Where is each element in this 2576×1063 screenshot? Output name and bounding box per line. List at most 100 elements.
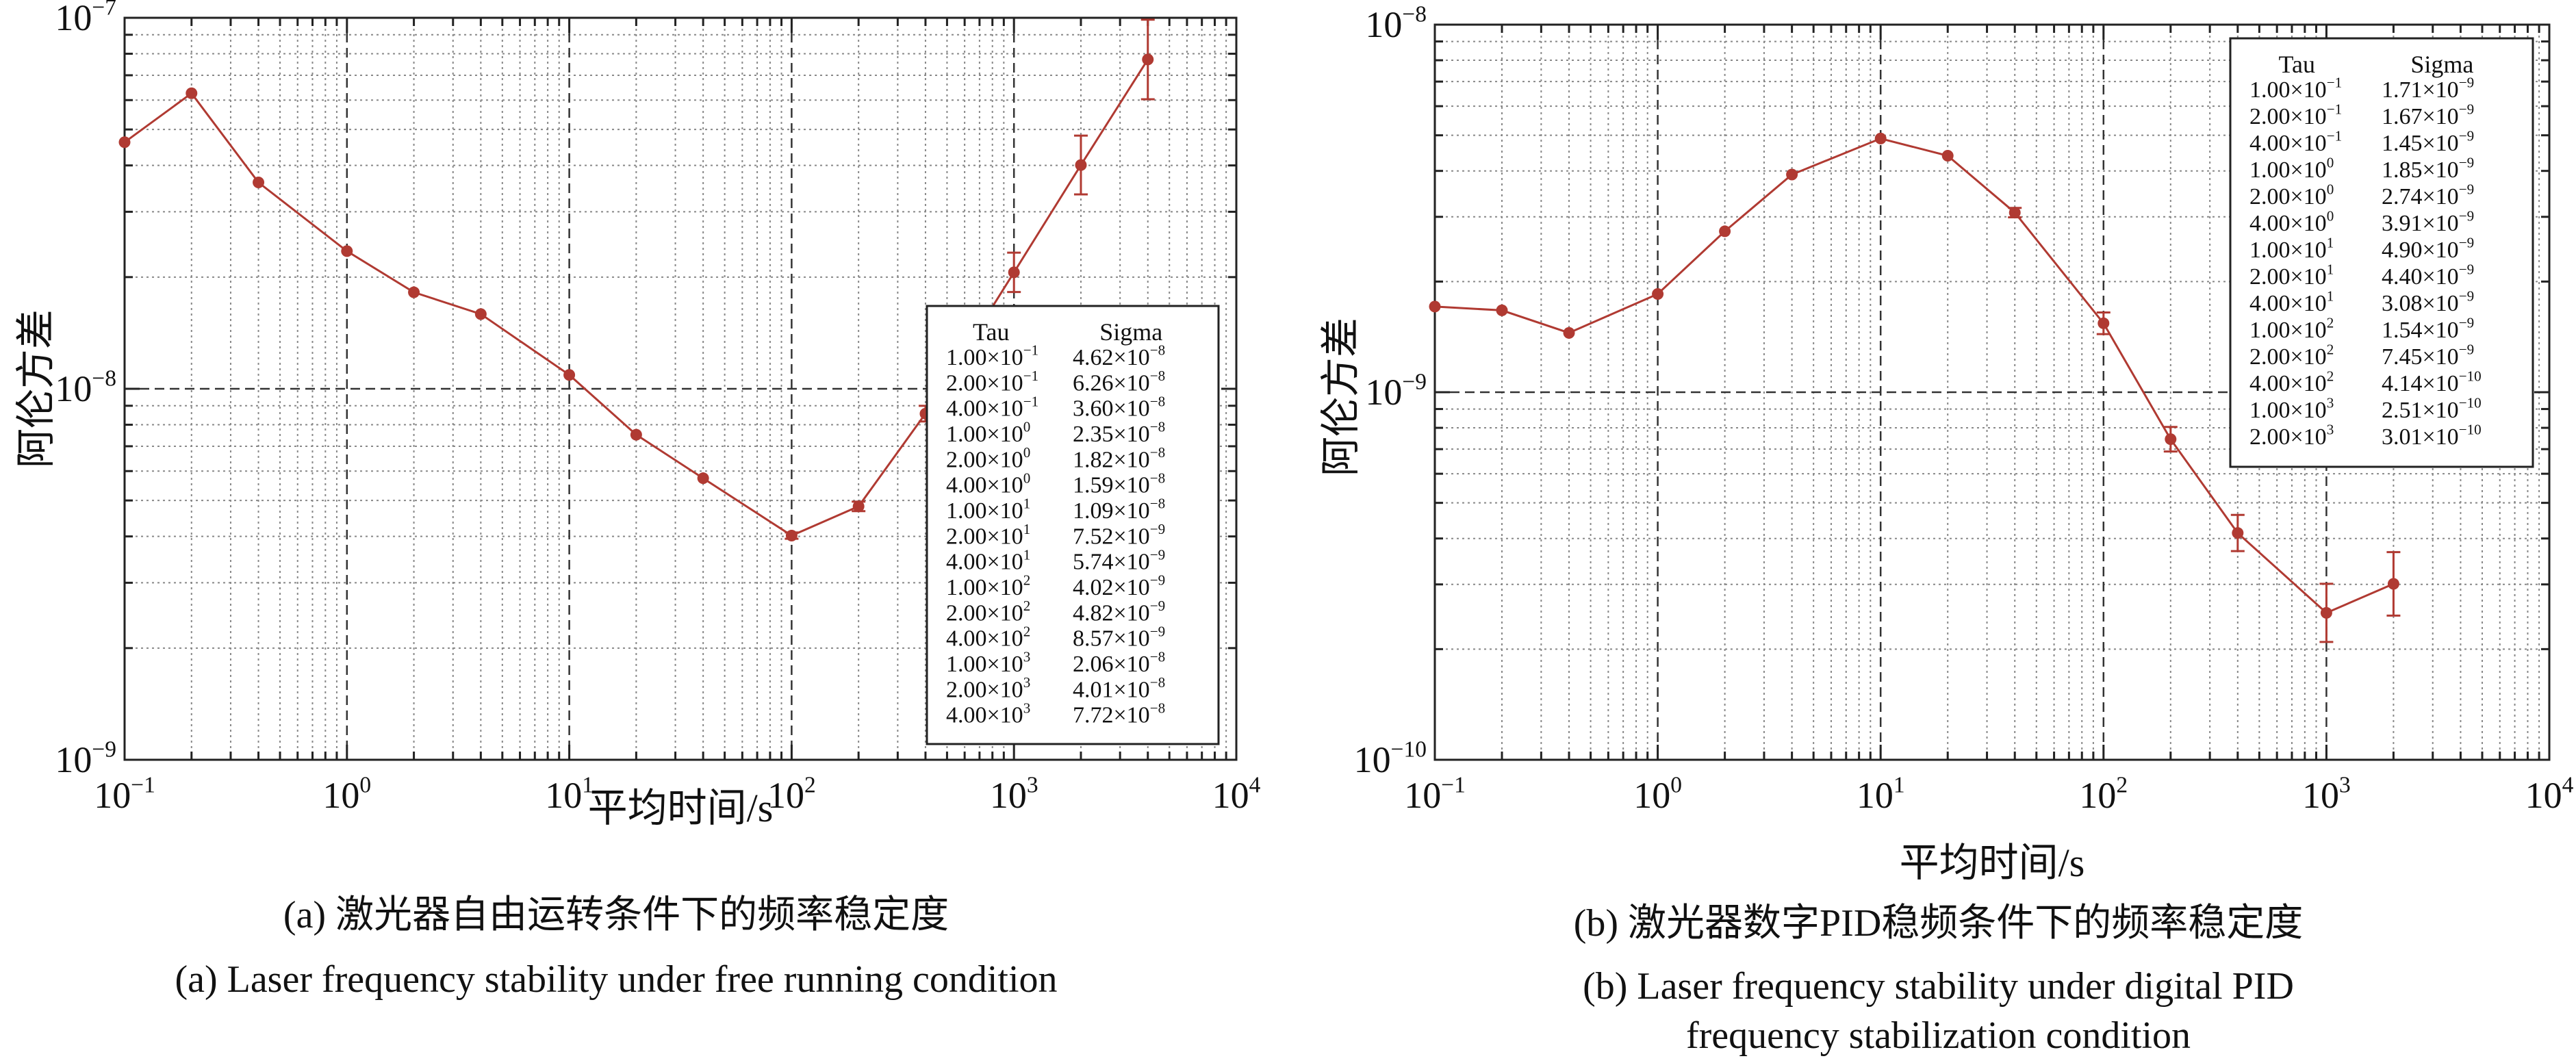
caption-b-cn: (b) 激光器数字PID稳频条件下的频率稳定度 — [1573, 902, 2304, 945]
table-cell-sigma: 1.85×10−9 — [2382, 155, 2474, 183]
data-point — [2097, 317, 2110, 329]
table-cell-sigma: 4.01×10−8 — [1073, 674, 1165, 702]
table-cell-tau: 1.00×103 — [2249, 395, 2334, 423]
series-line — [1434, 137, 2394, 615]
caption-a-en: (a) Laser frequency stability under free… — [175, 958, 1058, 1001]
table-cell-sigma: 7.72×10−8 — [1073, 700, 1165, 728]
caption-b-en-1: (b) Laser frequency stability under digi… — [1583, 965, 2294, 1008]
table-cell-sigma: 4.02×10−9 — [1073, 572, 1165, 600]
data-point — [1874, 132, 1887, 144]
ticks — [123, 18, 1236, 761]
table-cell-sigma: 7.45×10−9 — [2382, 342, 2474, 370]
data-point — [2232, 527, 2244, 539]
x-tick-label: 103 — [990, 772, 1038, 816]
value-table: Tau Sigma 1.00×10−1 1.71×10−9 2.00×10−1 1.67×… — [2229, 37, 2534, 468]
table-cell-tau: 1.00×10−1 — [2249, 75, 2342, 103]
table-cell-tau: 4.00×102 — [2249, 368, 2334, 396]
table-cell-sigma: 3.01×10−10 — [2382, 422, 2482, 450]
data-point — [1786, 168, 1798, 181]
table-header-sigma: Sigma — [2410, 51, 2473, 78]
x-tick-label: 100 — [1633, 772, 1682, 816]
data-point — [118, 136, 131, 149]
data-point — [1941, 149, 1954, 162]
table-cell-sigma: 6.26×10−8 — [1073, 368, 1165, 396]
x-tick-label: 101 — [1857, 772, 1905, 816]
ticks — [1433, 25, 2549, 761]
data-point — [630, 428, 642, 441]
x-tick-label: 10−1 — [94, 772, 155, 816]
y-tick-label: 10−9 — [1365, 369, 1427, 413]
table-cell-tau: 2.00×103 — [946, 674, 1030, 702]
table-cell-sigma: 1.82×10−8 — [1073, 444, 1165, 472]
table-cell-tau: 1.00×100 — [2249, 155, 2334, 183]
value-table-box — [926, 305, 1220, 745]
table-cell-tau: 2.00×100 — [2249, 181, 2334, 209]
table-cell-tau: 1.00×102 — [946, 572, 1030, 600]
y-tick-label: 10−9 — [55, 737, 116, 780]
y-axis-label: 阿伦方差 — [1318, 318, 1363, 476]
table-cell-sigma: 1.67×10−9 — [2382, 101, 2474, 129]
table-cell-sigma: 3.08×10−9 — [2382, 288, 2474, 316]
data-point — [1652, 288, 1664, 300]
x-tick-label: 102 — [2079, 772, 2128, 816]
data-point — [2387, 578, 2399, 590]
table-cell-sigma: 3.91×10−9 — [2382, 208, 2474, 236]
table-cell-tau: 2.00×10−1 — [2249, 101, 2342, 129]
table-cell-tau: 4.00×100 — [946, 470, 1030, 498]
table-cell-tau: 1.00×100 — [946, 419, 1030, 447]
table-cell-tau: 4.00×103 — [946, 700, 1030, 728]
table-cell-sigma: 2.74×10−9 — [2382, 181, 2474, 209]
table-cell-sigma: 1.59×10−8 — [1073, 470, 1165, 498]
data-point — [1563, 326, 1575, 339]
table-cell-tau: 2.00×10−1 — [946, 368, 1038, 396]
y-tick-label: 10−8 — [1365, 1, 1427, 45]
data-point — [253, 176, 265, 188]
data-point — [2165, 433, 2177, 446]
table-cell-sigma: 4.14×10−10 — [2382, 368, 2482, 396]
table-cell-sigma: 3.60×10−8 — [1073, 393, 1165, 421]
table-cell-tau: 2.00×102 — [2249, 342, 2334, 370]
table-header-tau: Tau — [2279, 51, 2315, 78]
table-cell-sigma: 4.40×10−9 — [2382, 261, 2474, 290]
caption-b-en-2: frequency stabilization condition — [1685, 1014, 2191, 1057]
data-point — [1429, 300, 1441, 313]
table-cell-tau: 1.00×103 — [946, 649, 1030, 677]
table-cell-tau: 1.00×101 — [2249, 235, 2334, 263]
table-header-sigma: Sigma — [1099, 318, 1162, 346]
table-cell-sigma: 4.90×10−9 — [2382, 235, 2474, 263]
value-table: Tau Sigma 1.00×10−1 4.62×10−8 2.00×10−1 6.26×… — [926, 305, 1220, 745]
table-cell-sigma: 8.57×10−9 — [1073, 623, 1165, 651]
x-tick-label: 10−1 — [1404, 772, 1466, 816]
x-axis-label: 平均时间/s — [1900, 841, 2085, 885]
data-point — [852, 500, 865, 513]
table-cell-sigma: 4.62×10−8 — [1073, 342, 1165, 370]
table-cell-tau: 1.00×10−1 — [946, 342, 1038, 370]
data-point — [1075, 159, 1087, 171]
x-tick-label: 101 — [545, 772, 594, 816]
data-point — [563, 369, 576, 381]
x-axis-label: 平均时间/s — [588, 786, 774, 830]
table-cell-sigma: 2.35×10−8 — [1073, 419, 1165, 447]
data-point — [341, 245, 353, 257]
x-tick-label: 100 — [322, 772, 371, 816]
table-cell-sigma: 5.74×10−9 — [1073, 546, 1165, 574]
table-cell-sigma: 2.51×10−10 — [2382, 395, 2482, 423]
table-cell-tau: 4.00×101 — [2249, 288, 2334, 316]
x-tick-label: 104 — [2525, 772, 2574, 816]
chart-panel-b: 10−1 100 101 102 103 104 10−10 10−9 10−8 平均时间/s 阿伦… — [1318, 1, 2574, 885]
data-point — [2008, 207, 2021, 219]
table-cell-sigma: 2.06×10−8 — [1073, 649, 1165, 677]
table-cell-tau: 2.00×102 — [946, 598, 1030, 626]
table-cell-tau: 4.00×10−1 — [2249, 128, 2342, 156]
table-cell-tau: 1.00×102 — [2249, 315, 2334, 343]
table-cell-tau: 4.00×102 — [946, 623, 1030, 651]
y-tick-label: 10−8 — [55, 366, 116, 409]
data-point — [1142, 53, 1154, 66]
chart-panel-a: 10−1 100 101 102 103 104 10−9 10−8 10−7 平均时间/s 阿伦方… — [14, 0, 1261, 830]
data-point — [1719, 225, 1731, 238]
table-cell-tau: 2.00×101 — [946, 521, 1030, 549]
data-point — [1008, 266, 1020, 279]
table-cell-tau: 2.00×101 — [2249, 261, 2334, 290]
table-cell-tau: 4.00×101 — [946, 546, 1030, 574]
